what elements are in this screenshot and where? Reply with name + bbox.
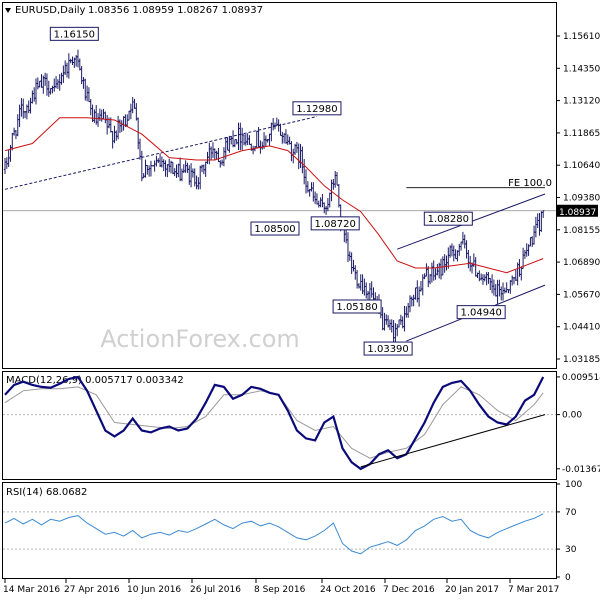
macd-trend-line [360,414,546,468]
x-tick-label: 20 Jan 2017 [445,585,499,595]
rsi-line [4,513,544,555]
annotation-label: 1.04940 [460,308,501,319]
price-bar [541,210,545,218]
rsi-y-tick-label: 30 [565,545,577,555]
annotation-label: 1.08720 [315,219,356,230]
price-annotation: 1.08720 [310,216,360,231]
price-annotation: 1.08500 [250,221,300,236]
x-tick-label: 26 Jul 2016 [190,585,241,595]
current-price-label: 1.08937 [559,208,596,218]
price-y-tick-label: 1.13120 [563,97,600,107]
chart-header: EURUSD,Daily 1.08356 1.08959 1.08267 1.0… [5,5,263,16]
price-y-tick-label: 1.09380 [563,194,600,204]
x-axis-labels: 14 Mar 2016 27 Apr 2016 10 Jun 2016 26 Jul … [3,579,559,595]
macd-y-tick-label: 0.009514 [562,373,600,383]
macd-y-tick-label: 0.00 [562,411,582,421]
price-y-tick-label: 1.04410 [563,323,600,333]
annotation-box [49,26,99,41]
annotation-label: 1.03390 [367,344,408,355]
price-annotation: 1.04940 [456,305,506,320]
annotation-label: 1.08280 [428,214,469,225]
x-tick-label: 27 Apr 2016 [64,585,120,595]
price-annotation: 1.03390 [363,341,413,356]
macd-panel-frame [2,371,557,480]
annotation-label: 1.08500 [254,224,295,235]
macd-panel [3,375,556,471]
x-tick-label: 7 Dec 2016 [383,585,435,595]
price-panel: 1.16150 1.12980 1.08500 1.08720 1.05180 1.033… [3,26,556,356]
fe-label: FE 100.0 [508,178,552,189]
price-y-tick-label: 1.14350 [563,64,600,74]
y-axis-labels: 1.15610 1.14350 1.13120 1.11865 1.10640 1.093… [556,32,600,583]
macd-line [4,375,545,471]
price-y-tick-label: 1.06890 [563,258,600,268]
x-tick-label: 7 Mar 2017 [508,585,559,595]
price-annotation: 1.12980 [292,101,342,116]
annotation-label: 1.16150 [54,29,95,40]
price-y-tick-label: 1.15610 [563,32,600,42]
x-tick-label: 8 Sep 2016 [254,585,306,595]
price-y-tick-label: 1.08155 [563,226,600,236]
annotation-box [332,299,382,314]
x-tick-label: 10 Jun 2016 [127,585,181,595]
annotation-box [456,305,506,320]
price-y-tick-label: 1.03185 [563,355,600,365]
annotation-box [292,101,342,116]
x-tick-label: 24 Oct 2016 [320,585,376,595]
ema-line [4,117,544,274]
price-annotation: 1.16150 [49,26,99,41]
rsi-panel-frame [2,482,557,579]
symbol-timeframe: EURUSD,Daily [15,5,86,16]
rsi-panel [3,511,556,555]
price-y-tick-label: 1.11865 [563,129,600,139]
annotation-box [423,211,473,226]
annotation-box [363,341,413,356]
trend-line [4,116,318,190]
current-price-box [557,204,598,217]
annotation-box [310,216,360,231]
rsi-y-tick-label: 70 [565,508,577,518]
rsi-y-tick-label: 100 [565,480,582,490]
rsi-y-tick-label: 0 [565,573,571,583]
collapse-triangle-icon [5,8,11,13]
price-annotation: 1.05180 [332,299,382,314]
current-price-tag: 1.08937 [557,204,598,218]
annotation-box [250,221,300,236]
price-y-tick-label: 1.10640 [563,161,600,171]
annotation-label: 1.12980 [296,104,337,115]
rsi-title: RSI(14) 68.0682 [6,487,87,498]
x-tick-label: 14 Mar 2016 [3,585,60,595]
price-annotation: 1.08280 [423,211,473,226]
annotation-label: 1.05180 [336,302,377,313]
price-y-tick-label: 1.05670 [563,290,600,300]
watermark: ActionForex.com [100,325,300,353]
ohlc-readout: 1.08356 1.08959 1.08267 1.08937 [88,5,263,16]
macd-title: MACD(12,26,9) 0.005717 0.003342 [6,375,184,386]
